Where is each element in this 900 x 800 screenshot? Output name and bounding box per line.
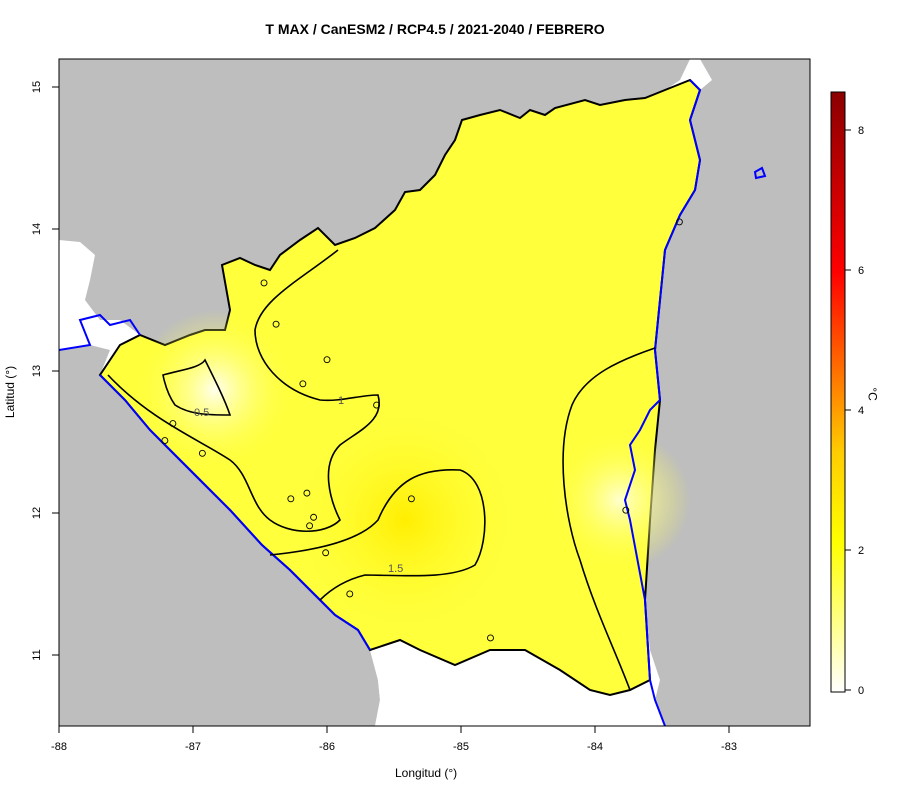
contour-label-1.5: 1.5 (388, 563, 403, 575)
y-tick-label: 14 (31, 223, 43, 235)
station-marker (323, 356, 331, 364)
pacific-coastline (99, 374, 371, 651)
station-marker (272, 320, 280, 328)
contour-1-north (107, 249, 380, 533)
contour-1.5-center (269, 469, 486, 601)
y-axis: 11 12 13 14 15 (31, 81, 59, 661)
colorbar-tick-label: 0 (858, 685, 864, 697)
station-marker (169, 420, 177, 427)
x-tick-label: -87 (185, 741, 201, 753)
colorbar-ticks: 0 2 4 6 8 (845, 125, 864, 697)
contour-label-1: 1 (338, 395, 344, 407)
y-tick-label: 13 (31, 365, 43, 377)
contour-1-east (562, 347, 656, 691)
x-axis-label: Longitud (°) (395, 766, 458, 780)
station-marker (373, 401, 381, 409)
contour-label-0.5: 0.5 (194, 407, 209, 419)
x-tick-label: -84 (587, 741, 603, 753)
station-marker (346, 590, 354, 598)
station-marker (306, 522, 314, 530)
map-title: T MAX / CanESM2 / RCP4.5 / 2021-2040 / F… (265, 21, 605, 37)
y-tick-label: 15 (31, 81, 43, 93)
x-tick-label: -85 (453, 741, 469, 753)
station-marker (287, 495, 295, 503)
station-marker (310, 513, 318, 521)
station-marker (487, 634, 494, 642)
station-marker (407, 495, 415, 503)
colorbar-tick-label: 4 (858, 405, 864, 417)
station-marker (675, 218, 683, 226)
x-tick-label: -83 (721, 741, 737, 753)
y-tick-label: 11 (31, 649, 43, 660)
colorbar-unit: °C (865, 387, 880, 401)
y-axis-label: Latitud (°) (3, 365, 17, 419)
colorbar-tick-label: 6 (858, 265, 864, 277)
station-marker (161, 437, 169, 445)
colorbar-tick-label: 2 (858, 545, 864, 557)
plot-frame (58, 58, 811, 727)
station-marker (198, 449, 206, 457)
colorbar-tick-label: 8 (858, 125, 864, 137)
station-marker (303, 489, 311, 497)
station-markers (161, 218, 683, 642)
caribbean-coastline (623, 79, 702, 726)
station-marker (322, 549, 330, 557)
x-axis: -88 -87 -86 -85 -84 -83 (51, 726, 737, 753)
station-marker (299, 380, 307, 388)
station-marker (260, 279, 268, 287)
cayos-miskitos (753, 166, 767, 180)
y-tick-label: 12 (31, 507, 43, 519)
x-tick-label: -88 (51, 741, 67, 753)
station-marker (622, 506, 630, 514)
colorbar (830, 91, 846, 693)
contour-0.5-west (162, 358, 232, 416)
gulf-fonseca-coast (59, 313, 141, 351)
x-tick-label: -86 (319, 741, 335, 753)
